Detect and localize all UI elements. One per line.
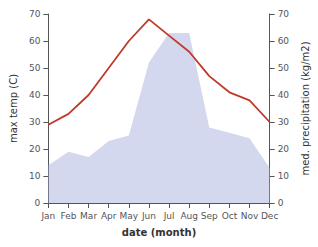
svg-text:Dec: Dec — [261, 211, 278, 221]
svg-text:Mar: Mar — [80, 211, 97, 221]
svg-text:date (month): date (month) — [122, 227, 196, 238]
svg-text:20: 20 — [278, 144, 290, 154]
svg-text:30: 30 — [29, 117, 41, 127]
svg-text:70: 70 — [29, 9, 41, 19]
svg-text:Nov: Nov — [241, 211, 259, 221]
svg-text:0: 0 — [278, 198, 284, 208]
svg-text:50: 50 — [278, 63, 290, 73]
svg-text:20: 20 — [29, 144, 41, 154]
svg-text:May: May — [120, 211, 139, 221]
svg-text:60: 60 — [29, 36, 41, 46]
svg-text:med. precipitation (kg/m2): med. precipitation (kg/m2) — [300, 41, 311, 175]
svg-text:40: 40 — [278, 90, 290, 100]
svg-text:Aug: Aug — [180, 211, 198, 221]
svg-text:10: 10 — [29, 171, 41, 181]
svg-text:max temp (C): max temp (C) — [8, 74, 19, 143]
svg-text:70: 70 — [278, 9, 290, 19]
svg-text:30: 30 — [278, 117, 290, 127]
svg-text:Jun: Jun — [141, 211, 156, 221]
svg-text:Jan: Jan — [40, 211, 55, 221]
svg-text:50: 50 — [29, 63, 41, 73]
svg-text:Feb: Feb — [61, 211, 77, 221]
svg-text:40: 40 — [29, 90, 41, 100]
svg-text:Sep: Sep — [201, 211, 218, 221]
svg-text:Oct: Oct — [222, 211, 238, 221]
svg-text:Apr: Apr — [101, 211, 117, 221]
svg-text:Jul: Jul — [163, 211, 175, 221]
svg-text:0: 0 — [35, 198, 41, 208]
svg-text:10: 10 — [278, 171, 290, 181]
svg-text:60: 60 — [278, 36, 290, 46]
